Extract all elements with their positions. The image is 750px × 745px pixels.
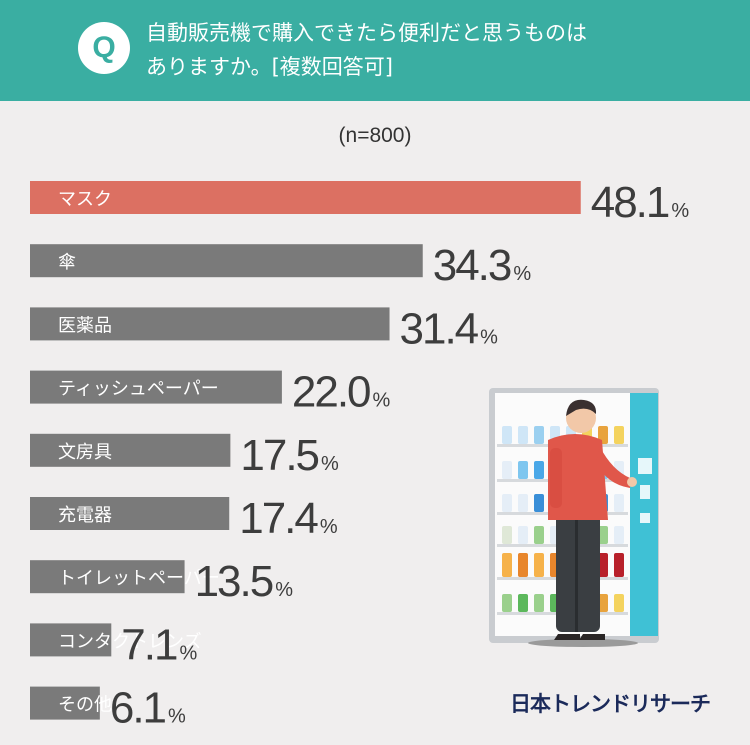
vending-machine-illustration [489, 388, 659, 647]
bottle-icon [614, 426, 624, 444]
bar-8 [30, 686, 100, 720]
bar-5 [30, 497, 230, 530]
bar-4 [30, 433, 231, 467]
bar-label-5: 充電器 [58, 505, 112, 526]
question-text: 自動販売機で購入できたら便利だと思うものは ありますか。[複数回答可] [146, 16, 726, 84]
bottle-icon [598, 594, 608, 612]
value-label-5: 17.4% [239, 494, 338, 543]
value-label-1: 34.3% [433, 241, 532, 290]
bottle-icon [534, 553, 544, 577]
bottle-icon [534, 526, 544, 544]
bottle-icon [598, 553, 608, 577]
value-label-4: 17.5% [240, 431, 339, 480]
bottle-icon [534, 494, 544, 512]
bottle-icon [534, 594, 544, 612]
bottle-icon [518, 526, 528, 544]
bottle-icon [518, 426, 528, 444]
bottle-icon [518, 594, 528, 612]
bar-label-2: 医薬品 [58, 315, 112, 336]
bar-label-7: コンタクトレンズ [58, 631, 202, 652]
brand-logo: 日本トレンドリサーチ [510, 692, 711, 716]
bottle-icon [502, 426, 512, 444]
bottle-icon [598, 526, 608, 544]
value-label-6: 13.5% [195, 557, 294, 606]
question-badge: Q [78, 22, 130, 74]
bar-label-1: 傘 [58, 252, 76, 273]
value-label-3: 22.0% [292, 368, 391, 417]
bottle-icon [502, 553, 512, 577]
bottle-icon [614, 526, 624, 544]
bar-2 [30, 307, 390, 341]
bar-6 [30, 560, 185, 594]
bar-3 [30, 370, 282, 404]
bottle-icon [534, 426, 544, 444]
bottle-icon [534, 461, 544, 479]
bar-label-6: トイレットペーパー [58, 568, 220, 589]
bottle-icon [502, 461, 512, 479]
bottle-icon [614, 494, 624, 512]
value-label-2: 31.4% [400, 304, 499, 353]
bar-1 [30, 244, 423, 278]
bottle-icon [502, 594, 512, 612]
bottle-icon [502, 494, 512, 512]
bar-label-0: マスク [58, 189, 112, 210]
bottle-icon [518, 494, 528, 512]
bar-label-8: その他 [58, 695, 112, 716]
value-label-7: 7.1% [121, 620, 197, 669]
sample-size-label: (n=800) [338, 124, 412, 147]
bar-label-3: ティッシュペーパー [58, 379, 219, 400]
question-header: Q 自動販売機で購入できたら便利だと思うものは ありますか。[複数回答可] [0, 0, 750, 101]
bottle-icon [518, 461, 528, 479]
bottle-icon [502, 526, 512, 544]
bottle-icon [614, 553, 624, 577]
bottle-icon [614, 594, 624, 612]
question-line-1: 自動販売機で購入できたら便利だと思うものは [146, 21, 587, 45]
question-line-2: ありますか。[複数回答可] [146, 55, 393, 79]
bar-0 [30, 181, 581, 214]
bar-label-4: 文房具 [58, 442, 112, 463]
value-label-8: 6.1% [110, 684, 186, 733]
bottle-icon [518, 553, 528, 577]
bar-7 [30, 623, 112, 657]
value-label-0: 48.1% [591, 178, 690, 227]
